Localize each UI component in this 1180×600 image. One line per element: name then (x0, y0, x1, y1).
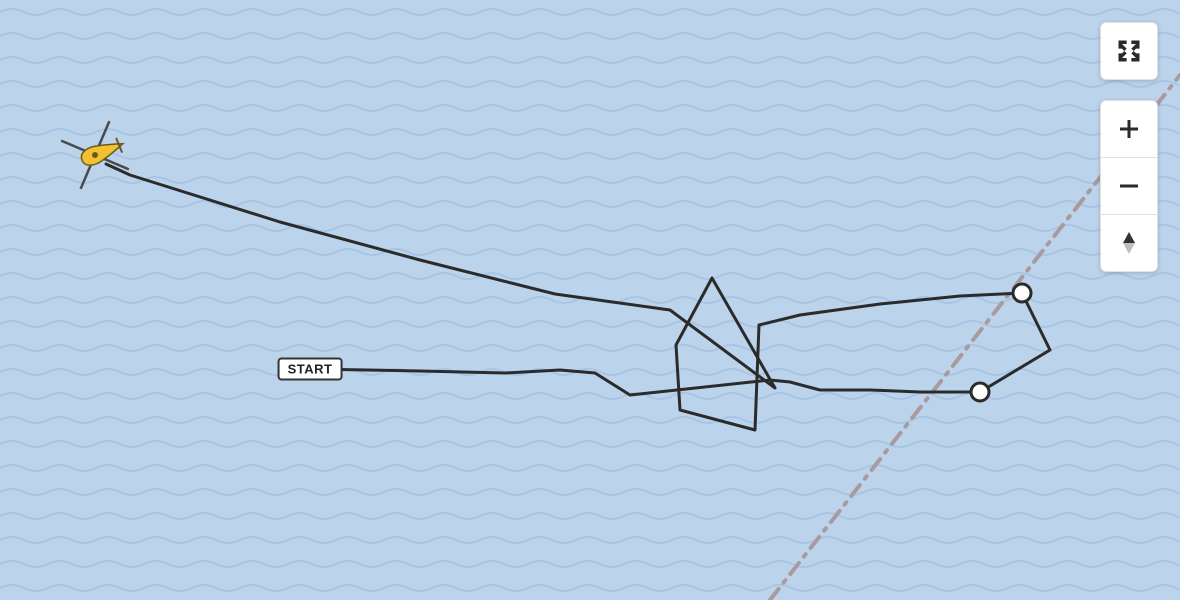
zoom-in-button[interactable] (1101, 101, 1157, 157)
map-controls (1100, 22, 1158, 272)
start-label: START (278, 358, 343, 381)
minus-icon (1117, 174, 1141, 198)
water-background (0, 0, 1180, 600)
compass-icon (1118, 230, 1140, 256)
fullscreen-control-group (1100, 22, 1158, 80)
fullscreen-icon (1115, 37, 1143, 65)
fullscreen-button[interactable] (1101, 23, 1157, 79)
map-container[interactable]: START (0, 0, 1180, 600)
nav-control-group (1100, 100, 1158, 272)
zoom-out-button[interactable] (1101, 157, 1157, 214)
compass-button[interactable] (1101, 214, 1157, 271)
plus-icon (1117, 117, 1141, 141)
